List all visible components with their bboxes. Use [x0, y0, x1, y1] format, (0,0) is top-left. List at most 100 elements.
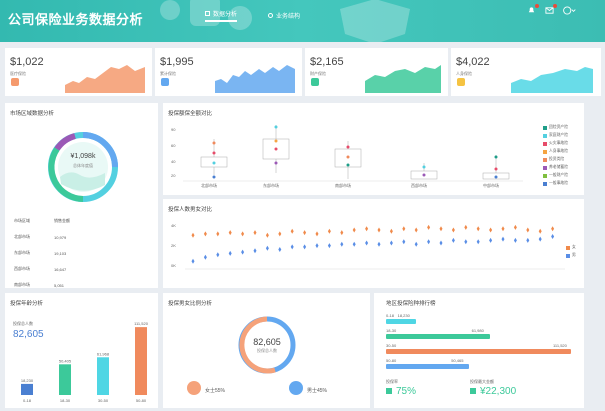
kpi-sparkline	[215, 65, 295, 93]
point-female	[216, 231, 220, 237]
kpi-value: $2,165	[310, 56, 344, 68]
tab-structure[interactable]: 业务结构	[268, 8, 300, 22]
gender-panel: 投保男女比例分析 82,605 投保总人数 女士55% 男士45%	[163, 293, 370, 408]
kpi-card-life: $4,022 人身保险	[451, 48, 601, 96]
legend-female: 女	[566, 245, 576, 250]
point-male	[377, 241, 381, 247]
legend-swatch	[543, 133, 547, 138]
point-male	[501, 236, 505, 242]
chart-icon	[161, 78, 169, 86]
point-male	[439, 240, 443, 246]
point-female	[327, 228, 331, 234]
category-label: 18-30	[60, 398, 71, 403]
medical-icon	[11, 78, 19, 86]
gender-total-label: 投保总人数	[257, 348, 277, 353]
total-value: 82,605	[13, 329, 44, 340]
cell: 19,103	[54, 250, 67, 256]
point-male	[538, 236, 542, 242]
point-female	[476, 226, 480, 232]
rank-value: 18,230	[397, 313, 410, 318]
stat-label: 投保最大金额	[470, 379, 494, 384]
rank-value: 50,465	[451, 358, 464, 363]
point-male	[216, 252, 220, 258]
legend-item: 火灾事故险	[543, 141, 568, 146]
legend-swatch	[543, 173, 547, 178]
point-male	[451, 237, 455, 243]
kpi-label: 财产保险	[310, 71, 326, 76]
point-female	[427, 224, 431, 230]
tab-analysis[interactable]: 数据分析	[205, 8, 238, 22]
kpi-card-total: $1,995 累计保险	[155, 48, 302, 96]
total-label: 投保总人数	[13, 321, 33, 326]
people-icon	[457, 78, 465, 86]
point-female	[377, 227, 381, 233]
legend-swatch	[543, 157, 547, 162]
legend-item: 一般财产险	[543, 173, 568, 178]
mail-icon[interactable]	[545, 4, 557, 15]
point-female	[228, 230, 232, 236]
legend-label: 团险资产险	[549, 125, 568, 129]
city-panel: 市场区域数据分析 ¥1,098k 总体年度值	[5, 103, 158, 288]
category-label: 0-18	[23, 398, 32, 403]
point-male	[315, 243, 319, 249]
point-male	[489, 237, 493, 243]
panel-title: 市场区域数据分析	[10, 111, 55, 117]
col-amount: 销售金额	[54, 218, 70, 223]
gender-dot-panel: 投保人数男女对比 4K 2K 0K 女 男	[163, 199, 584, 288]
kpi-sparkline	[365, 65, 441, 93]
legend-swatch	[543, 181, 547, 186]
point-male	[513, 237, 517, 243]
legend-item: 团险资产险	[543, 125, 568, 130]
cell: 5,051	[54, 282, 65, 288]
legend-item: 养老储蓄险	[543, 165, 568, 170]
kpi-label: 累计保险	[160, 71, 176, 76]
gender-dot-chart	[185, 224, 565, 270]
tab-label: 业务结构	[276, 13, 301, 20]
point-male	[340, 241, 344, 247]
rate-icon	[386, 388, 392, 394]
legend-label: 火灾事故险	[549, 141, 568, 145]
point-male	[265, 245, 269, 251]
legend-label: 养老储蓄险	[549, 165, 568, 169]
cell: 10,979	[54, 234, 67, 240]
user-menu[interactable]	[562, 6, 576, 15]
city-table: 市场区域 销售金额 北部市场 10,979 东部市场 19,103 西部市场 16,64…	[14, 213, 94, 293]
point-female	[551, 226, 555, 232]
bell-icon[interactable]	[527, 4, 539, 15]
point-female	[464, 224, 468, 230]
table-row: 东部市场 19,103	[14, 245, 94, 261]
table-header: 市场区域 销售金额	[14, 213, 94, 229]
y-tick: 2K	[171, 243, 176, 248]
point-male	[228, 250, 232, 256]
category-label: 30-50	[98, 398, 109, 403]
kpi-label: 人身保险	[456, 71, 472, 76]
point-male	[290, 244, 294, 250]
legend-label: 一般事故险	[549, 181, 568, 185]
kpi-value: $4,022	[456, 56, 490, 68]
point-male	[551, 234, 555, 239]
rank-panel: 地区投保险种排行榜 0-18 18,230 18-30 61,980 30-50 111,…	[374, 293, 584, 408]
legend-item: 一般事故险	[543, 181, 568, 186]
rank-bar	[386, 364, 470, 369]
gender-donut	[238, 316, 296, 374]
kpi-label: 医疗保险	[10, 71, 26, 76]
point-female	[253, 230, 257, 236]
male-icon	[289, 381, 303, 395]
decor-graphic	[160, 0, 252, 30]
age-bar	[59, 364, 71, 395]
point-female	[340, 230, 344, 236]
x-tick: 西部市场	[411, 183, 427, 188]
point-female	[451, 227, 455, 233]
notification-badge	[535, 4, 539, 8]
tab-analysis-icon	[205, 10, 210, 16]
point-male	[191, 258, 195, 264]
y-tick: 90	[171, 127, 176, 132]
y-tick: 60	[171, 143, 176, 148]
cell: 南部市场	[14, 282, 30, 287]
point-female	[526, 227, 530, 233]
x-tick: 北部市场	[201, 183, 217, 188]
age-panel: 投保年龄分析 投保总人数 82,605 18,230 0-18 50,405 18-3…	[5, 293, 158, 408]
point-female	[315, 231, 319, 237]
point-male	[365, 240, 369, 246]
point-male	[414, 241, 418, 247]
